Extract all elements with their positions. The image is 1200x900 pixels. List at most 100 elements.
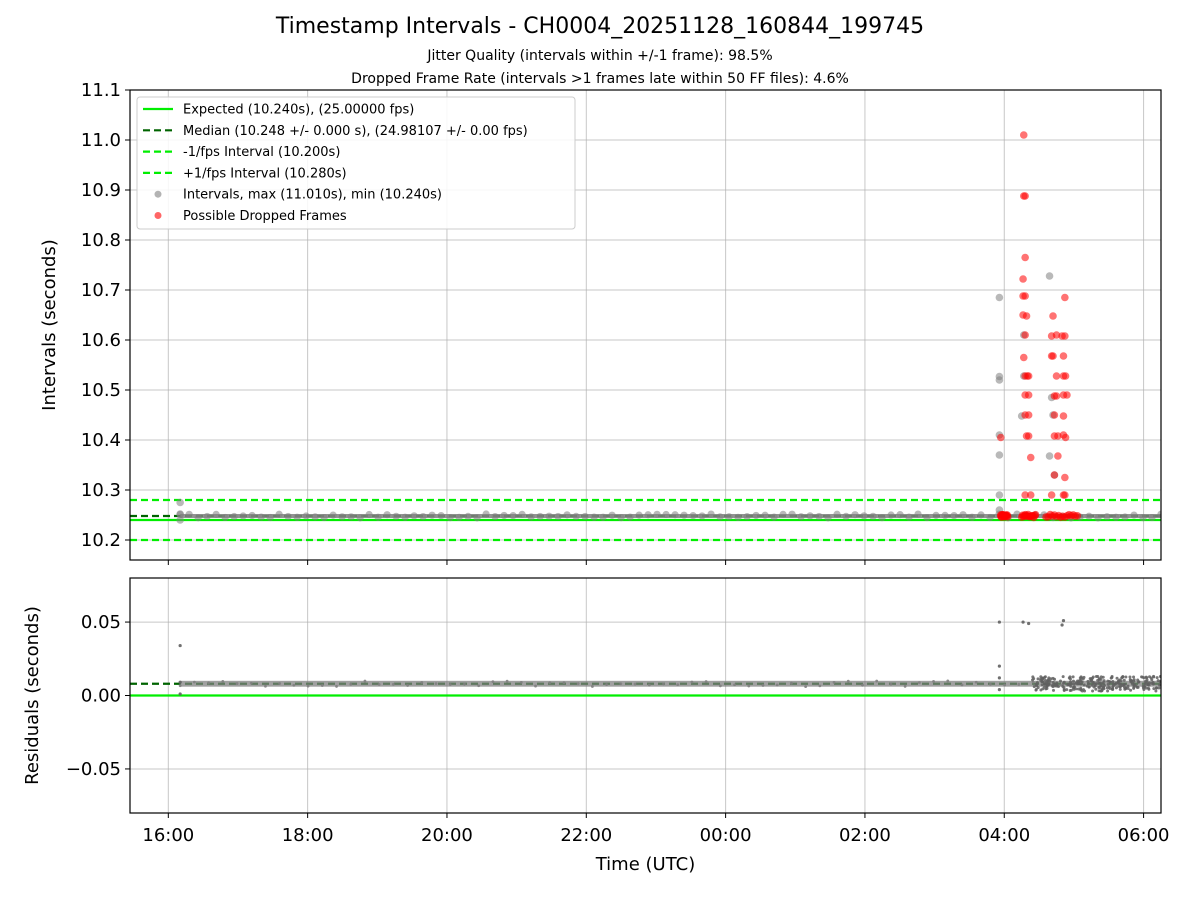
baseline-point	[917, 681, 921, 685]
x-axis-label: Time (UTC)	[595, 854, 696, 875]
x-tick-label: 00:00	[700, 825, 752, 846]
interval-point	[1045, 452, 1054, 460]
residual-noise-point	[1102, 683, 1106, 687]
dropped-frame-point	[1063, 391, 1071, 399]
baseline-band	[180, 514, 1161, 518]
dropped-frame-point	[1047, 491, 1056, 499]
baseline-point	[221, 513, 229, 522]
residual-noise-point	[1039, 675, 1043, 679]
residual-noise-point	[1058, 679, 1062, 683]
baseline-point	[779, 510, 787, 518]
residual-noise-point	[1079, 675, 1083, 679]
baseline-point	[889, 682, 893, 686]
baseline-point	[349, 682, 353, 686]
legend: Expected (10.240s), (25.00000 fps) Median…	[136, 96, 576, 230]
residual-noise-point	[1034, 682, 1038, 686]
residual-noise-point	[1135, 685, 1139, 689]
baseline-point	[941, 511, 949, 520]
y-tick-label: 10.6	[81, 330, 121, 351]
baseline-point	[617, 514, 625, 522]
baseline-point	[626, 513, 634, 521]
baseline-point	[599, 513, 607, 521]
baseline-point	[804, 685, 808, 689]
residual-point	[997, 664, 1001, 668]
residual-noise-point	[1089, 679, 1093, 683]
residual-noise-point	[1091, 675, 1095, 679]
baseline-point	[887, 511, 895, 519]
baseline-point	[797, 513, 805, 521]
y-tick-label: 10.3	[81, 480, 121, 501]
baseline-point	[725, 513, 733, 521]
residual-noise-point	[1106, 682, 1110, 686]
residual-noise-point	[1069, 684, 1073, 688]
dropped-frame-point	[1019, 131, 1028, 139]
y-axis-label: Residuals (seconds)	[22, 606, 43, 785]
residual-noise-point	[1116, 681, 1120, 685]
y-tick-label: 0.00	[81, 686, 121, 707]
baseline-point	[554, 512, 562, 521]
residual-noise-point	[1106, 679, 1110, 683]
baseline-point	[653, 510, 661, 518]
baseline-point	[1094, 514, 1102, 522]
baseline-point	[518, 510, 526, 518]
baseline-point	[986, 513, 994, 522]
residual-noise-point	[1094, 687, 1098, 691]
baseline-point	[548, 681, 552, 685]
plot-area	[130, 618, 1161, 697]
baseline-point	[230, 512, 238, 521]
residual-noise-point	[1132, 685, 1136, 689]
baseline-point	[576, 682, 580, 686]
baseline-point	[406, 684, 409, 687]
baseline-point	[605, 683, 609, 686]
baseline-point	[846, 679, 850, 683]
baseline-point	[932, 679, 935, 683]
y-tick-label: 10.2	[81, 530, 121, 551]
baseline-point	[383, 511, 391, 519]
y-tick-label: 10.5	[81, 380, 121, 401]
dropped-frame-point	[1052, 392, 1061, 400]
residual-noise-point	[1082, 683, 1086, 687]
residual-point	[178, 680, 182, 684]
residual-noise-point	[1096, 678, 1100, 682]
residual-noise-point	[1151, 681, 1155, 685]
residual-noise-point	[1051, 676, 1055, 680]
residual-noise-point	[1051, 680, 1055, 684]
baseline-point	[428, 511, 436, 519]
residual-noise-point	[1122, 678, 1126, 682]
residual-noise-point	[1156, 679, 1160, 683]
baseline-point	[633, 682, 637, 686]
x-tick-label: 02:00	[839, 825, 891, 846]
baseline-point	[1085, 512, 1093, 520]
axes-frame	[129, 89, 1162, 561]
residual-noise-point	[1124, 687, 1128, 691]
baseline-point	[420, 681, 424, 684]
interval-point	[176, 498, 184, 507]
baseline-point	[790, 681, 793, 685]
baseline-point	[275, 510, 283, 518]
residual-noise-point	[1043, 678, 1047, 682]
residual-noise-point	[1124, 675, 1128, 679]
residual-noise-point	[1069, 682, 1073, 686]
interval-point	[995, 491, 1004, 499]
baseline-point	[842, 512, 850, 520]
residual-noise-point	[1062, 688, 1066, 692]
baseline-point	[363, 679, 367, 683]
residual-noise-point	[1069, 688, 1073, 692]
legend-handle-marker	[154, 212, 162, 219]
dropped-frame-point	[1031, 510, 1040, 519]
baseline-point	[733, 683, 736, 687]
residual-noise-point	[1147, 687, 1151, 691]
baseline-point	[1148, 513, 1156, 522]
baseline-point	[815, 512, 823, 521]
residual-noise-point	[1105, 686, 1109, 690]
dropped-frame-point	[1061, 332, 1069, 340]
interval-point	[1045, 272, 1054, 280]
dropped-frame-point	[1061, 491, 1069, 499]
baseline-point	[434, 682, 438, 686]
residual-noise-point	[1072, 682, 1076, 686]
baseline-point	[775, 683, 779, 687]
legend-label: Expected (10.240s), (25.00000 fps)	[183, 103, 414, 118]
x-tick-label: 22:00	[560, 825, 612, 846]
residual-noise-point	[1074, 681, 1078, 685]
residual-noise-point	[1048, 679, 1052, 683]
